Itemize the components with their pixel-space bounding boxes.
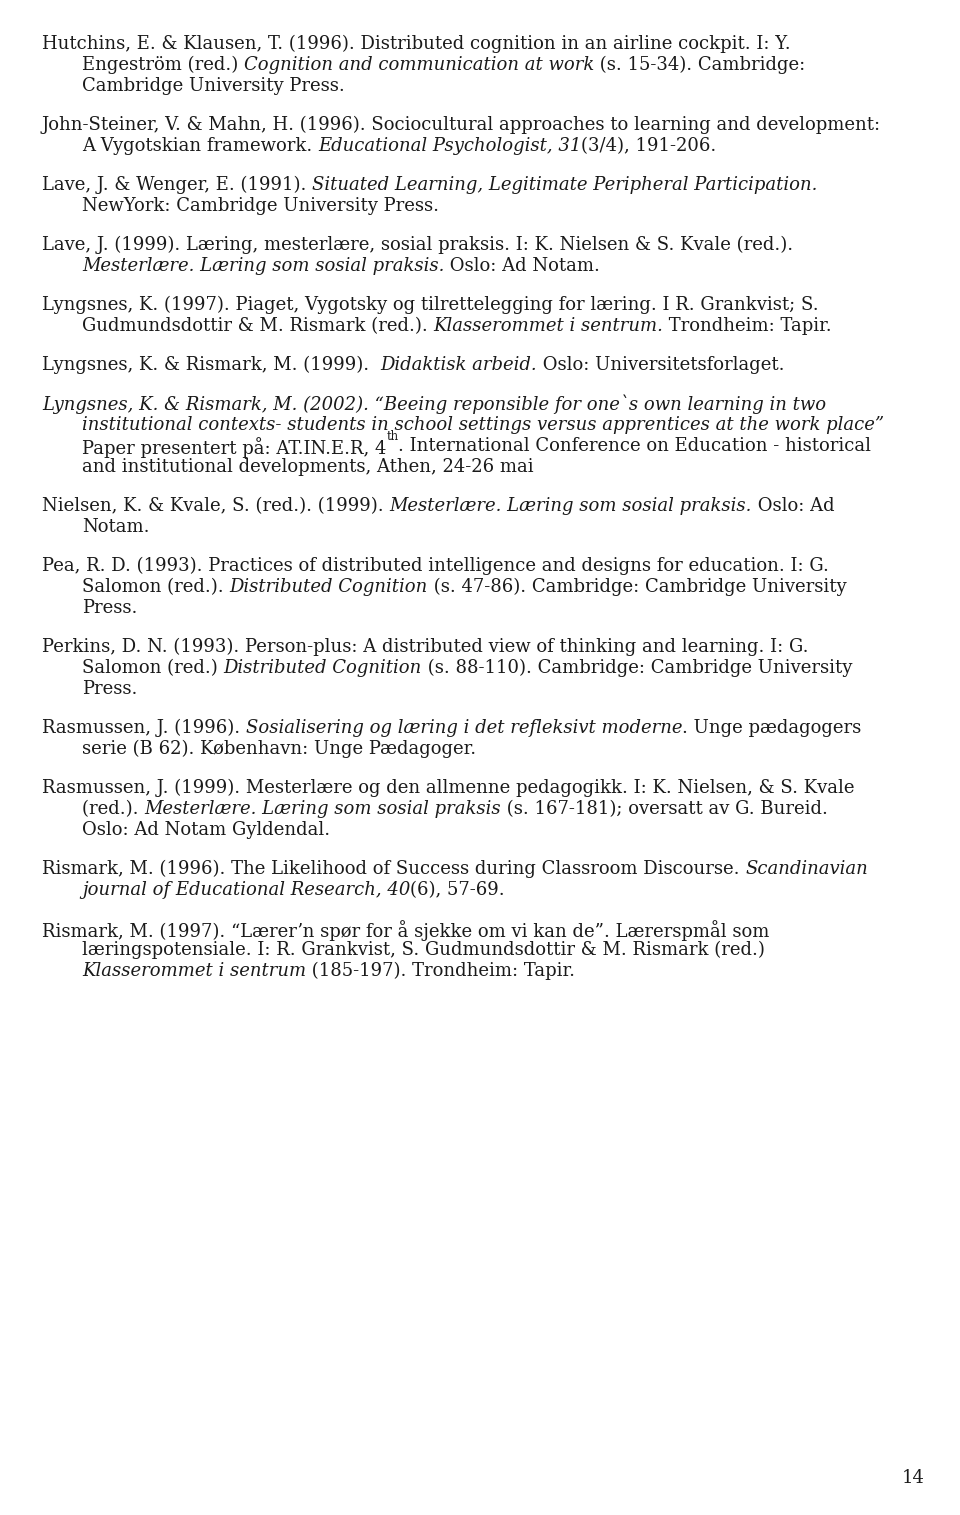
Text: Rismark, M. (1996). The Likelihood of Success during Classroom Discourse.: Rismark, M. (1996). The Likelihood of Su… xyxy=(42,861,745,879)
Text: Distributed Cognition: Distributed Cognition xyxy=(229,579,427,595)
Text: serie (B 62). København: Unge Pædagoger.: serie (B 62). København: Unge Pædagoger. xyxy=(82,739,476,758)
Text: journal of Educational Research, 40: journal of Educational Research, 40 xyxy=(82,882,410,898)
Text: Paper presentert på: AT.IN.E.R, 4: Paper presentert på: AT.IN.E.R, 4 xyxy=(82,436,386,458)
Text: Hutchins, E. & Klausen, T. (1996). Distributed cognition in an airline cockpit. : Hutchins, E. & Klausen, T. (1996). Distr… xyxy=(42,35,791,53)
Text: Educational Psychologist, 31: Educational Psychologist, 31 xyxy=(318,136,582,155)
Text: . Unge pædagogers: . Unge pædagogers xyxy=(683,720,862,736)
Text: Mesterlære. Læring som sosial praksis.: Mesterlære. Læring som sosial praksis. xyxy=(82,258,444,276)
Text: John-Steiner, V. & Mahn, H. (1996). Sociocultural approaches to learning and dev: John-Steiner, V. & Mahn, H. (1996). Soci… xyxy=(42,117,881,135)
Text: Lave, J. (1999). Læring, mesterlære, sosial praksis. I: K. Nielsen & S. Kvale (r: Lave, J. (1999). Læring, mesterlære, sos… xyxy=(42,236,793,255)
Text: (185-197). Trondheim: Tapir.: (185-197). Trondheim: Tapir. xyxy=(306,962,575,980)
Text: Notam.: Notam. xyxy=(82,518,150,536)
Text: institutional contexts- students in school settings versus apprentices at the wo: institutional contexts- students in scho… xyxy=(82,417,884,433)
Text: Oslo: Universitetsforlaget.: Oslo: Universitetsforlaget. xyxy=(538,356,784,374)
Text: Rasmussen, J. (1996).: Rasmussen, J. (1996). xyxy=(42,720,246,738)
Text: Situated Learning, Legitimate Peripheral Participation.: Situated Learning, Legitimate Peripheral… xyxy=(312,176,818,194)
Text: Gudmundsdottir & M. Rismark (red.).: Gudmundsdottir & M. Rismark (red.). xyxy=(82,317,434,335)
Text: Salomon (red.): Salomon (red.) xyxy=(82,659,224,677)
Text: (6), 57-69.: (6), 57-69. xyxy=(410,882,505,898)
Text: and institutional developments, Athen, 24-26 mai: and institutional developments, Athen, 2… xyxy=(82,458,534,476)
Text: Oslo: Ad Notam Gyldendal.: Oslo: Ad Notam Gyldendal. xyxy=(82,821,330,839)
Text: Perkins, D. N. (1993). Person-plus: A distributed view of thinking and learning.: Perkins, D. N. (1993). Person-plus: A di… xyxy=(42,638,808,656)
Text: Klasserommet i sentrum.: Klasserommet i sentrum. xyxy=(434,317,663,335)
Text: (s. 47-86). Cambridge: Cambridge University: (s. 47-86). Cambridge: Cambridge Univers… xyxy=(427,579,847,597)
Text: Cambridge University Press.: Cambridge University Press. xyxy=(82,77,345,95)
Text: Didaktisk arbeid.: Didaktisk arbeid. xyxy=(380,356,538,374)
Text: Pea, R. D. (1993). Practices of distributed intelligence and designs for educati: Pea, R. D. (1993). Practices of distribu… xyxy=(42,558,828,576)
Text: (s. 167-181); oversatt av G. Bureid.: (s. 167-181); oversatt av G. Bureid. xyxy=(501,800,828,818)
Text: Scandinavian: Scandinavian xyxy=(745,861,868,879)
Text: Salomon (red.).: Salomon (red.). xyxy=(82,579,229,595)
Text: Mesterlære. Læring som sosial praksis: Mesterlære. Læring som sosial praksis xyxy=(144,800,501,818)
Text: Distributed Cognition: Distributed Cognition xyxy=(224,659,421,677)
Text: læringspotensiale. I: R. Grankvist, S. Gudmundsdottir & M. Rismark (red.): læringspotensiale. I: R. Grankvist, S. G… xyxy=(82,941,765,959)
Text: Rasmussen, J. (1999). Mesterlære og den allmenne pedagogikk. I: K. Nielsen, & S.: Rasmussen, J. (1999). Mesterlære og den … xyxy=(42,779,854,797)
Text: NewYork: Cambridge University Press.: NewYork: Cambridge University Press. xyxy=(82,197,439,215)
Text: (s. 88-110). Cambridge: Cambridge University: (s. 88-110). Cambridge: Cambridge Univer… xyxy=(421,659,852,677)
Text: . International Conference on Education - historical: . International Conference on Education … xyxy=(398,436,872,454)
Text: (s. 15-34). Cambridge:: (s. 15-34). Cambridge: xyxy=(594,56,805,74)
Text: Oslo: Ad Notam.: Oslo: Ad Notam. xyxy=(444,258,600,276)
Text: Oslo: Ad: Oslo: Ad xyxy=(752,497,834,515)
Text: Lyngsnes, K. & Rismark, M. (1999).: Lyngsnes, K. & Rismark, M. (1999). xyxy=(42,356,380,374)
Text: Lave, J. & Wenger, E. (1991).: Lave, J. & Wenger, E. (1991). xyxy=(42,176,312,194)
Text: Trondheim: Tapir.: Trondheim: Tapir. xyxy=(663,317,832,335)
Text: Lyngsnes, K. & Rismark, M. (2002). “Beeing reponsible for one`s own learning in : Lyngsnes, K. & Rismark, M. (2002). “Beei… xyxy=(42,395,827,415)
Text: Mesterlære. Læring som sosial praksis.: Mesterlære. Læring som sosial praksis. xyxy=(390,497,752,515)
Text: Rismark, M. (1997). “Lærerʼn spør for å sjekke om vi kan de”. Lærerspmål som: Rismark, M. (1997). “Lærerʼn spør for å … xyxy=(42,920,769,941)
Text: Press.: Press. xyxy=(82,680,137,698)
Text: (3/4), 191-206.: (3/4), 191-206. xyxy=(582,136,716,155)
Text: Sosialisering og læring i det refleksivt moderne: Sosialisering og læring i det refleksivt… xyxy=(246,720,683,736)
Text: Lyngsnes, K. (1997). Piaget, Vygotsky og tilrettelegging for læring. I R. Grankv: Lyngsnes, K. (1997). Piaget, Vygotsky og… xyxy=(42,295,819,314)
Text: Klasserommet i sentrum: Klasserommet i sentrum xyxy=(82,962,306,980)
Text: (red.).: (red.). xyxy=(82,800,144,818)
Text: Nielsen, K. & Kvale, S. (red.). (1999).: Nielsen, K. & Kvale, S. (red.). (1999). xyxy=(42,497,390,515)
Text: 14: 14 xyxy=(902,1470,925,1488)
Text: th: th xyxy=(386,430,398,442)
Text: A Vygotskian framework.: A Vygotskian framework. xyxy=(82,136,318,155)
Text: Press.: Press. xyxy=(82,598,137,617)
Text: Cognition and communication at work: Cognition and communication at work xyxy=(244,56,594,74)
Text: Engeström (red.): Engeström (red.) xyxy=(82,56,244,74)
